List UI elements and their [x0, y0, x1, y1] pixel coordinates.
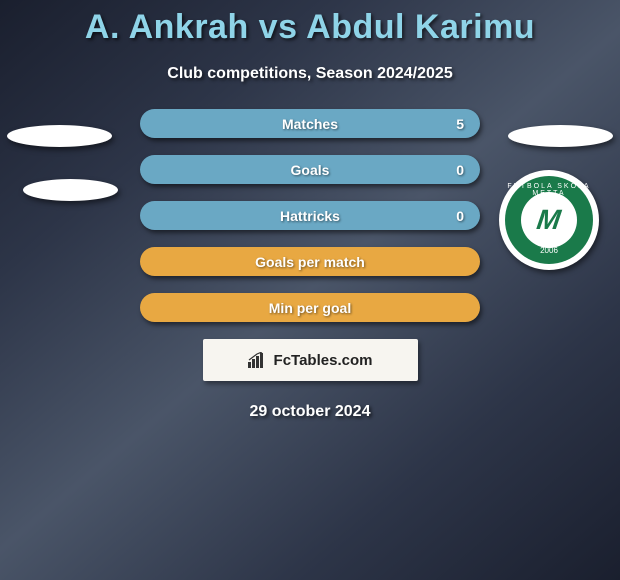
stat-bar-min-per-goal: Min per goal	[140, 293, 480, 322]
stat-label: Min per goal	[269, 300, 351, 316]
stat-value: 5	[456, 116, 464, 132]
stat-bar-goals: Goals 0	[140, 155, 480, 184]
stat-bar-matches: Matches 5	[140, 109, 480, 138]
player1-placeholder-1	[7, 125, 112, 147]
club-logo-letter: M	[535, 204, 563, 236]
brand-badge: FcTables.com	[203, 339, 418, 381]
stat-bar-hattricks: Hattricks 0	[140, 201, 480, 230]
subtitle: Club competitions, Season 2024/2025	[0, 65, 620, 83]
chart-icon	[248, 352, 268, 368]
date-text: 29 october 2024	[0, 403, 620, 421]
stat-bars: Matches 5 Goals 0 Hattricks 0 Goals per …	[140, 109, 480, 322]
stat-label: Goals per match	[255, 254, 365, 270]
stat-value: 0	[456, 208, 464, 224]
stat-bar-goals-per-match: Goals per match	[140, 247, 480, 276]
page-title: A. Ankrah vs Abdul Karimu	[0, 0, 620, 47]
club-logo-center: M	[521, 192, 577, 248]
stat-label: Matches	[282, 116, 338, 132]
player2-placeholder	[508, 125, 613, 147]
stat-value: 0	[456, 162, 464, 178]
stat-label: Goals	[291, 162, 330, 178]
player1-placeholder-2	[23, 179, 118, 201]
brand-text: FcTables.com	[274, 352, 373, 369]
stat-label: Hattricks	[280, 208, 340, 224]
club-logo: FUTBOLA SKOLA METTA 2006 M	[499, 170, 599, 270]
